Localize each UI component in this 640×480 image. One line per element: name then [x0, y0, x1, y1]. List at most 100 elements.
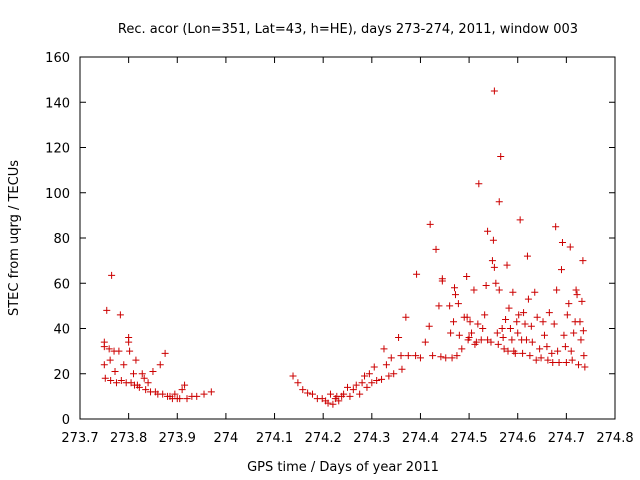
data-point	[451, 284, 458, 292]
data-point	[429, 352, 437, 360]
data-point	[142, 386, 150, 394]
data-point	[294, 379, 302, 387]
data-point	[463, 313, 471, 321]
data-point	[159, 390, 167, 398]
data-point	[107, 377, 115, 385]
data-point	[508, 336, 516, 344]
data-point	[544, 356, 552, 364]
data-point	[458, 345, 466, 353]
data-point	[326, 390, 334, 398]
data-point	[513, 318, 521, 326]
y-tick-label: 0	[62, 413, 70, 428]
data-point	[404, 352, 412, 360]
data-point	[579, 257, 587, 265]
y-axis-ticks: 0 20 40 60 80 100 120 140 160	[45, 51, 615, 428]
data-point	[537, 354, 545, 362]
data-point	[540, 331, 548, 339]
data-point	[468, 329, 476, 337]
data-point	[562, 358, 570, 366]
data-point	[494, 340, 502, 348]
data-point	[549, 358, 557, 366]
data-point	[138, 370, 146, 378]
data-point	[516, 216, 524, 224]
y-tick-label: 160	[45, 51, 70, 66]
data-point	[385, 372, 393, 380]
data-point	[125, 338, 133, 346]
data-point	[324, 399, 332, 407]
data-point	[126, 347, 134, 355]
data-point	[356, 390, 364, 398]
data-point	[207, 388, 215, 396]
data-point	[472, 338, 480, 346]
data-point	[373, 377, 381, 385]
data-point	[448, 354, 456, 362]
data-point	[380, 345, 388, 353]
data-point	[361, 372, 369, 380]
data-point	[553, 286, 561, 294]
data-point	[579, 327, 587, 335]
data-point	[475, 180, 483, 188]
data-point	[344, 383, 351, 391]
data-point	[352, 381, 360, 389]
data-point	[181, 381, 189, 389]
data-point	[580, 352, 588, 360]
data-point	[108, 271, 116, 279]
x-axis-ticks: 273.7 273.8 273.9 274 274.1 274.2 274.3 274.4 27…	[61, 57, 634, 446]
data-point	[500, 345, 508, 353]
data-point	[548, 349, 556, 357]
data-point	[484, 227, 492, 235]
data-point	[489, 236, 497, 244]
data-point	[103, 306, 111, 314]
data-point	[161, 349, 169, 357]
data-point	[299, 386, 307, 394]
y-tick-label: 100	[45, 187, 70, 202]
data-point	[497, 153, 505, 161]
data-point	[581, 363, 589, 371]
data-point	[171, 390, 179, 398]
data-point	[100, 361, 108, 369]
data-point	[412, 352, 420, 360]
data-point	[495, 198, 503, 206]
x-tick-label: 273.8	[110, 431, 147, 446]
data-point	[506, 325, 514, 332]
data-point	[382, 361, 390, 369]
data-point	[329, 400, 337, 408]
data-point	[466, 318, 474, 326]
data-point	[488, 257, 496, 265]
data-point	[176, 395, 184, 403]
data-point	[577, 336, 585, 344]
data-point	[144, 379, 152, 387]
data-point	[539, 318, 547, 326]
data-point	[550, 320, 558, 328]
data-point	[490, 263, 498, 271]
x-tick-label: 274.2	[305, 431, 342, 446]
data-point	[100, 343, 108, 351]
data-point	[397, 352, 405, 360]
y-axis-title: STEC from uqrg / TECUs	[7, 160, 22, 316]
data-point	[346, 392, 354, 400]
data-point	[565, 300, 573, 308]
data-point	[455, 331, 463, 339]
x-tick-label: 274.4	[402, 431, 439, 446]
data-point	[481, 311, 489, 319]
data-point	[567, 347, 575, 355]
data-point	[117, 377, 125, 385]
data-point	[531, 288, 539, 296]
data-point	[482, 282, 490, 290]
x-axis-title: GPS time / Days of year 2011	[247, 460, 439, 475]
data-point	[308, 390, 316, 398]
data-point	[509, 288, 517, 296]
data-point	[572, 286, 580, 294]
data-point	[558, 239, 566, 247]
data-point	[140, 374, 148, 382]
x-tick-label: 274.3	[353, 431, 390, 446]
data-point	[498, 325, 506, 332]
data-point	[442, 354, 450, 362]
data-point	[130, 370, 137, 378]
data-point	[387, 354, 395, 362]
data-point	[568, 356, 576, 364]
data-point	[106, 356, 114, 364]
data-point	[447, 329, 455, 337]
data-point	[495, 286, 503, 294]
